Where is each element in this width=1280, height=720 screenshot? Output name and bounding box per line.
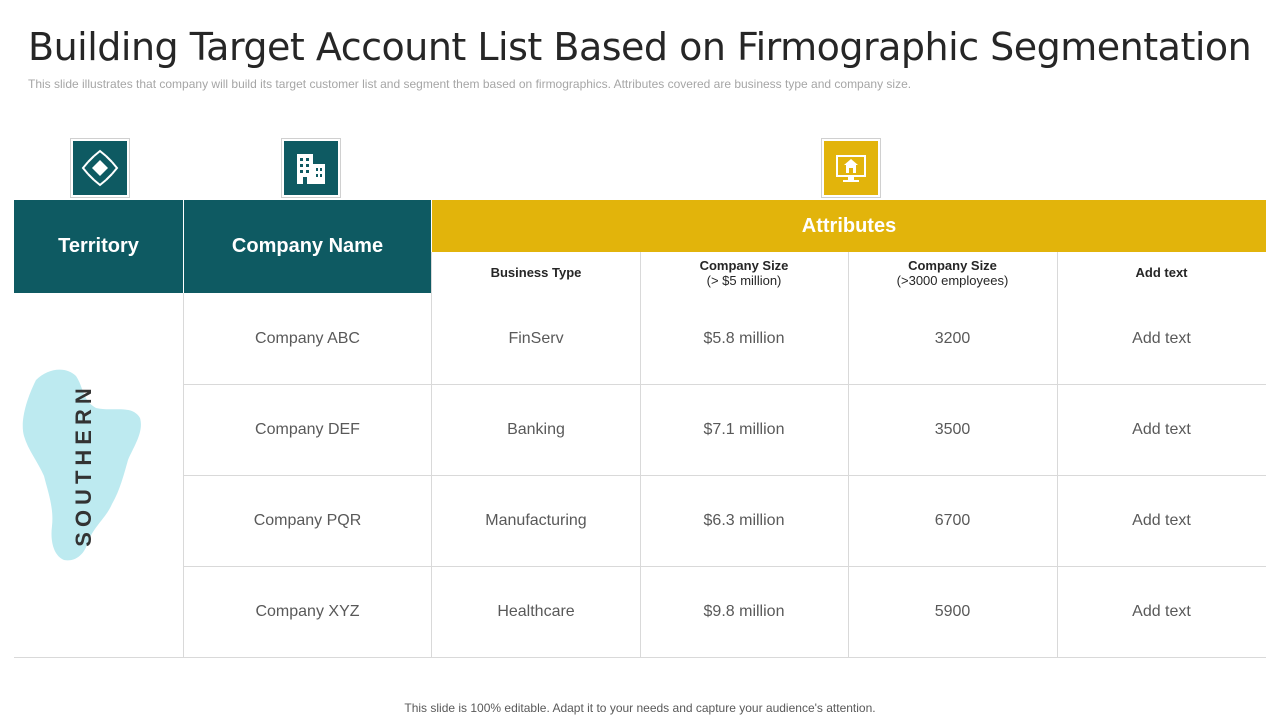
business-type-subheader: Business Type (432, 252, 640, 293)
southern-region-map (22, 369, 141, 561)
add-text-subheader: Add text (1057, 252, 1266, 293)
business-type-label: Business Type (490, 265, 582, 280)
business-type-cell: Banking (507, 420, 565, 438)
grid-divider (184, 384, 1266, 385)
grid-divider (431, 252, 432, 657)
attributes-icon-box (821, 138, 881, 198)
company-icon-box (281, 138, 341, 198)
company-name-cell: Company DEF (255, 420, 360, 438)
employees-cell: 3200 (934, 329, 971, 347)
company-size-employees-subheader: Company Size (>3000 employees) (848, 252, 1057, 293)
company-name-cell: Company XYZ (255, 602, 360, 620)
grid-divider (184, 566, 1266, 567)
footer-note: This slide is 100% editable. Adapt it to… (404, 701, 876, 715)
company-size-employees-note: (>3000 employees) (896, 272, 1009, 288)
slide-title: Building Target Account List Based on Fi… (28, 25, 1252, 69)
grid-divider (184, 475, 1266, 476)
employees-cell: 5900 (934, 602, 971, 620)
grid-divider (14, 657, 1266, 658)
grid-divider (848, 252, 849, 657)
company-size-employees-title: Company Size (908, 257, 997, 273)
territory-name: SOUTHERN (71, 383, 96, 547)
revenue-cell: $7.1 million (703, 420, 785, 438)
business-type-cell: Healthcare (497, 602, 575, 620)
business-type-cell: FinServ (508, 329, 564, 347)
business-type-cell: Manufacturing (485, 511, 587, 529)
grid-divider (183, 293, 184, 657)
employees-cell: 3500 (934, 420, 971, 438)
attributes-header: Attributes (432, 200, 1266, 252)
company-name-cell: Company PQR (253, 511, 362, 529)
grid-divider (1057, 252, 1058, 657)
office-building-icon (284, 141, 338, 195)
company-name-cell: Company ABC (255, 329, 360, 347)
revenue-cell: $6.3 million (703, 511, 785, 529)
territory-header: Territory (14, 200, 183, 293)
add-text-cell: Add text (1132, 511, 1191, 529)
add-text-cell: Add text (1132, 329, 1191, 347)
employees-cell: 6700 (934, 511, 971, 529)
territory-icon-box (70, 138, 130, 198)
add-text-cell: Add text (1132, 420, 1191, 438)
diamond-navigation-icon (73, 141, 127, 195)
add-text-label: Add text (1135, 265, 1188, 280)
revenue-cell: $5.8 million (703, 329, 785, 347)
company-name-header: Company Name (184, 200, 431, 293)
add-text-cell: Add text (1132, 602, 1191, 620)
company-size-revenue-title: Company Size (699, 257, 789, 273)
slide-subtitle: This slide illustrates that company will… (28, 77, 912, 91)
company-size-revenue-note: (> $5 million) (706, 272, 782, 288)
computer-monitor-house-icon (824, 141, 878, 195)
company-size-revenue-subheader: Company Size (> $5 million) (640, 252, 848, 293)
grid-divider (640, 252, 641, 657)
revenue-cell: $9.8 million (703, 602, 785, 620)
